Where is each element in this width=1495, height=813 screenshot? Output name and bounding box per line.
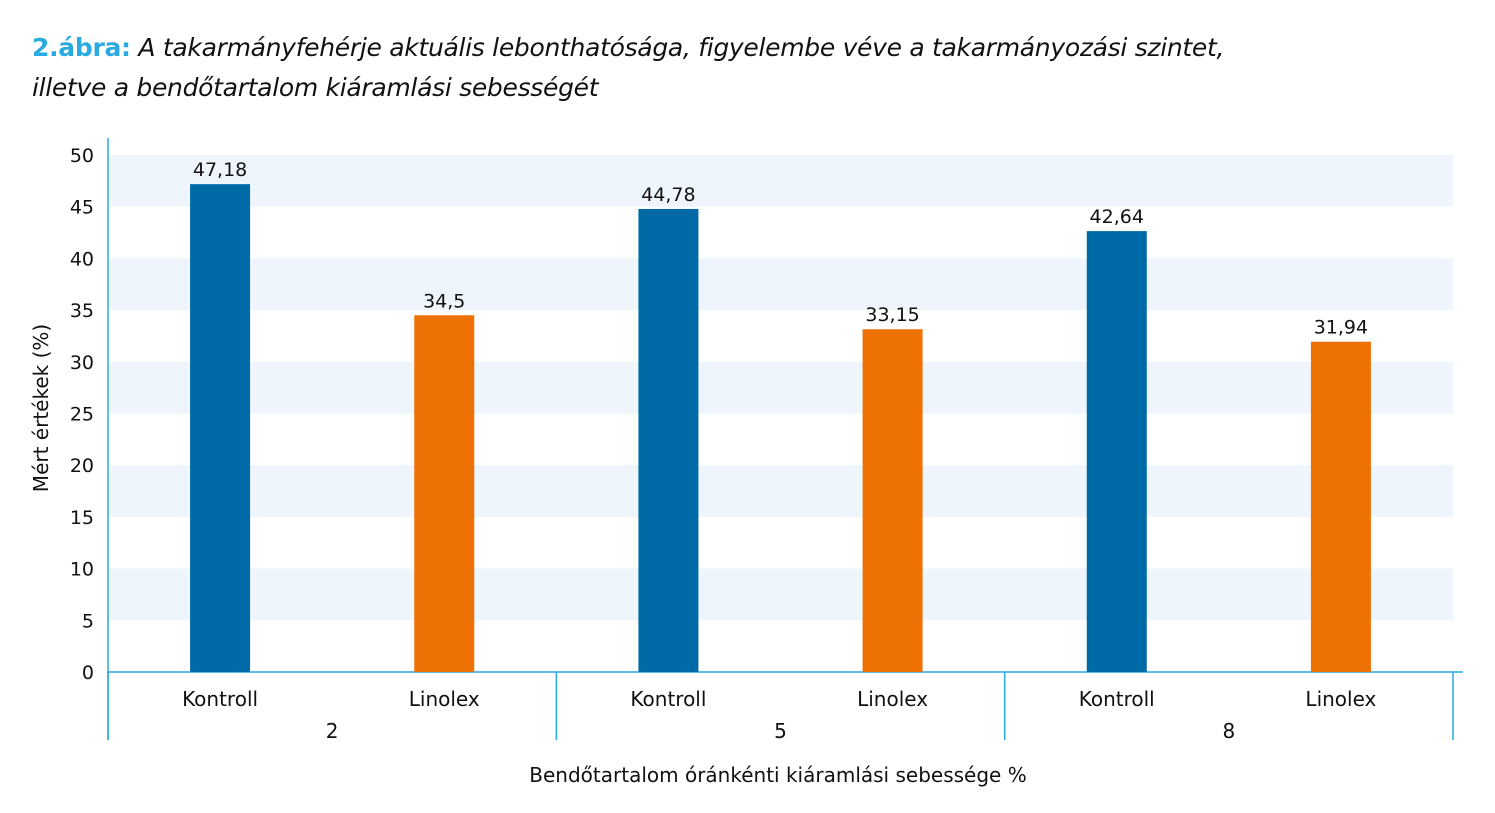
y-tick-label: 25 — [70, 404, 94, 426]
y-tick-label: 5 — [82, 610, 94, 632]
y-tick-label: 20 — [70, 455, 94, 477]
bar-linolex-2 — [414, 315, 475, 672]
bar-kontroll-8 — [1086, 231, 1147, 672]
data-label: 44,78 — [641, 184, 695, 206]
y-tick-label: 15 — [70, 507, 94, 529]
grid-band — [108, 155, 1453, 207]
x-category-label: Kontroll — [182, 687, 258, 711]
y-tick-label: 10 — [70, 559, 94, 581]
data-label: 31,94 — [1314, 317, 1368, 339]
x-axis-title: Bendőtartalom óránkénti kiáramlási sebes… — [529, 763, 1026, 787]
y-tick-label: 0 — [82, 662, 94, 684]
chart-title: 2.ábra: A takarmányfehérje aktuális lebo… — [32, 28, 1224, 108]
data-label: 33,15 — [865, 304, 919, 326]
x-category-label: Linolex — [1305, 687, 1376, 711]
x-category-label: Linolex — [857, 687, 928, 711]
data-label: 34,5 — [423, 290, 465, 312]
grid-band — [108, 258, 1453, 311]
bar-linolex-8 — [1310, 341, 1371, 672]
data-label: 47,18 — [193, 159, 247, 181]
bar-kontroll-5 — [638, 208, 699, 672]
grid-band — [108, 465, 1453, 517]
x-category-label: Kontroll — [1079, 687, 1155, 711]
y-axis-title: Mért értékek (%) — [29, 324, 53, 492]
x-group-label: 5 — [774, 719, 787, 743]
bar-kontroll-2 — [190, 184, 251, 672]
figure-label: 2.ábra: — [32, 33, 131, 62]
grid-band — [108, 361, 1453, 414]
y-tick-label: 40 — [70, 248, 94, 270]
y-tick-label: 45 — [70, 197, 94, 219]
x-category-label: Kontroll — [630, 687, 706, 711]
x-group-label: 2 — [326, 719, 339, 743]
y-tick-label: 30 — [70, 352, 94, 374]
y-tick-label: 35 — [70, 300, 94, 322]
bar-linolex-5 — [862, 329, 923, 672]
y-tick-label: 50 — [70, 145, 94, 167]
x-group-label: 8 — [1222, 719, 1235, 743]
x-category-label: Linolex — [409, 687, 480, 711]
title-line-2: illetve a bendőtartalom kiáramlási sebes… — [32, 73, 599, 102]
grid-band — [108, 568, 1453, 621]
title-line-1: A takarmányfehérje aktuális lebonthatósá… — [138, 33, 1225, 62]
data-label: 42,64 — [1090, 206, 1144, 228]
